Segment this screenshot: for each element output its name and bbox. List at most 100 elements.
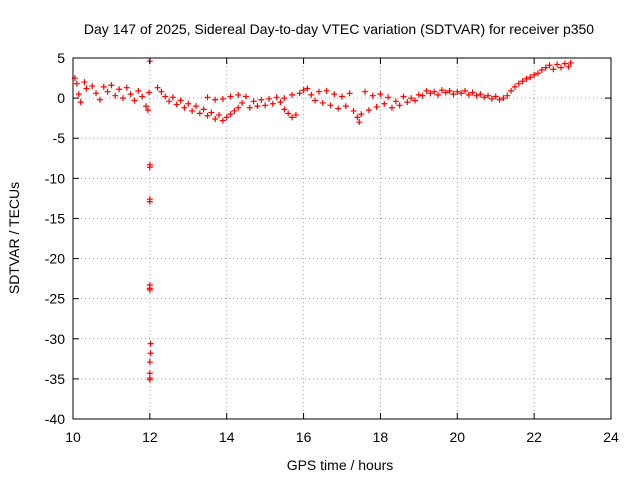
data-point: [144, 107, 151, 114]
data-point: [119, 95, 126, 102]
data-point: [173, 101, 180, 108]
data-point: [461, 87, 468, 94]
data-point: [146, 359, 153, 366]
data-point: [123, 84, 130, 91]
data-point: [127, 91, 134, 98]
y-tick-label: -15: [45, 210, 65, 226]
data-point: [75, 91, 82, 98]
data-point: [83, 85, 90, 92]
data-point: [223, 114, 230, 121]
data-point: [73, 80, 80, 87]
data-point: [181, 104, 188, 111]
data-point: [404, 99, 411, 106]
x-tick-label: 24: [603, 429, 619, 445]
data-point: [450, 91, 457, 98]
x-tick-label: 22: [526, 429, 542, 445]
data-point: [296, 90, 303, 97]
data-point: [135, 87, 142, 94]
data-point: [269, 100, 276, 107]
data-point: [342, 103, 349, 110]
data-point: [473, 92, 480, 99]
data-point: [254, 103, 261, 110]
data-point: [496, 96, 503, 103]
x-tick-label: 12: [142, 429, 158, 445]
data-point: [204, 94, 211, 101]
data-point: [504, 92, 511, 99]
data-point: [412, 97, 419, 104]
data-point: [212, 115, 219, 122]
data-point: [335, 105, 342, 112]
data-point: [200, 106, 207, 113]
data-point: [262, 102, 269, 109]
data-point: [147, 350, 154, 357]
data-point: [166, 98, 173, 105]
data-point: [446, 87, 453, 94]
data-point: [312, 97, 319, 104]
data-point: [323, 87, 330, 94]
data-point: [423, 87, 430, 94]
data-point: [146, 164, 153, 171]
data-point: [177, 97, 184, 104]
data-point: [143, 103, 150, 110]
data-point: [358, 111, 365, 118]
data-point: [89, 83, 96, 90]
data-point: [408, 95, 415, 102]
data-point: [523, 75, 530, 82]
data-points: [71, 58, 574, 383]
data-point: [350, 107, 357, 114]
data-point: [112, 92, 119, 99]
data-point: [104, 88, 111, 95]
data-point: [185, 100, 192, 107]
data-point: [400, 93, 407, 100]
data-point: [500, 95, 507, 102]
y-tick-label: -20: [45, 251, 65, 267]
data-point: [131, 97, 138, 104]
x-tick-label: 10: [65, 429, 81, 445]
data-point: [365, 107, 372, 114]
data-point: [354, 114, 361, 121]
data-point: [192, 103, 199, 110]
axis-ticks: 10 12 14 16 18 20 22 24 5 0 -5 -10 -15 -20 -25 -30 -35 -4…: [45, 50, 619, 445]
data-point: [362, 88, 369, 95]
data-point: [465, 91, 472, 98]
data-point: [392, 98, 399, 105]
data-point: [469, 89, 476, 96]
x-tick-label: 16: [296, 429, 312, 445]
data-point: [246, 104, 253, 111]
y-tick-label: -25: [45, 291, 65, 307]
data-point: [308, 91, 315, 98]
y-tick-label: -10: [45, 170, 65, 186]
data-point: [285, 110, 292, 117]
data-point: [289, 91, 296, 98]
data-point: [158, 88, 165, 95]
grid-lines: [73, 58, 611, 419]
data-point: [534, 70, 541, 77]
data-point: [327, 102, 334, 109]
data-point: [139, 93, 146, 100]
data-point: [388, 104, 395, 111]
data-point: [427, 90, 434, 97]
data-point: [561, 60, 568, 67]
data-point: [108, 82, 115, 89]
data-point: [356, 119, 363, 126]
data-point: [292, 111, 299, 118]
data-point: [331, 91, 338, 98]
data-point: [550, 66, 557, 73]
data-point: [235, 104, 242, 111]
data-point: [315, 88, 322, 95]
data-point: [567, 59, 574, 66]
data-point: [154, 84, 161, 91]
data-point: [554, 61, 561, 68]
data-point: [219, 117, 226, 124]
y-tick-label: -40: [45, 411, 65, 427]
data-point: [527, 74, 534, 81]
data-point: [146, 198, 153, 205]
data-point: [216, 111, 223, 118]
data-point: [558, 64, 565, 71]
data-point: [531, 71, 538, 78]
data-point: [458, 90, 465, 97]
data-point: [169, 94, 176, 101]
data-point: [385, 94, 392, 101]
x-axis-label: GPS time / hours: [287, 457, 394, 473]
data-point: [492, 93, 499, 100]
